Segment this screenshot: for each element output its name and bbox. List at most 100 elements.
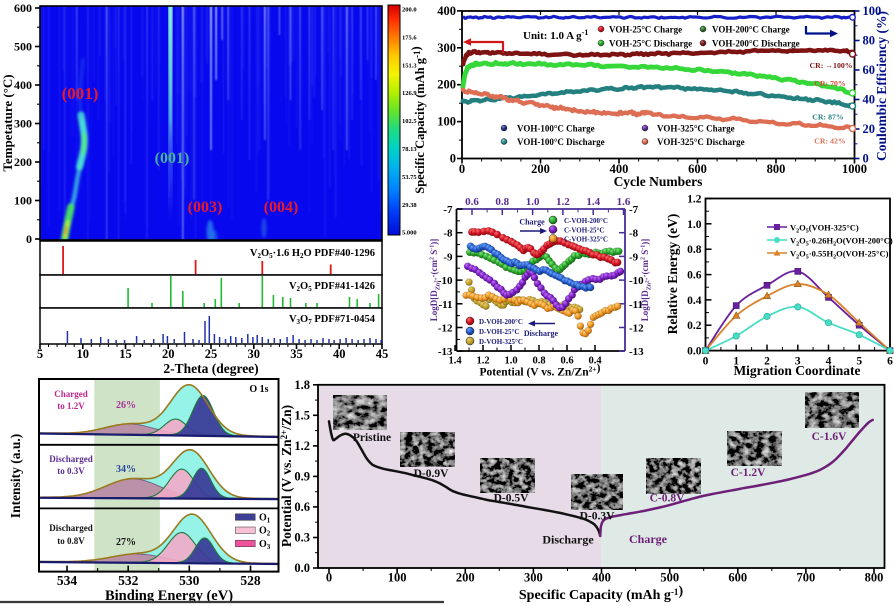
svg-text:(003): (003)	[188, 199, 223, 216]
svg-text:800: 800	[865, 571, 884, 585]
svg-text:VOH-325°C Discharge: VOH-325°C Discharge	[657, 137, 745, 147]
svg-text:0.6: 0.6	[687, 270, 702, 282]
svg-text:0.6: 0.6	[560, 356, 573, 367]
svg-text:1.8: 1.8	[294, 378, 310, 392]
svg-text:600: 600	[728, 571, 747, 585]
svg-text:-10: -10	[438, 275, 453, 287]
svg-text:0: 0	[326, 571, 332, 585]
svg-text:78.13: 78.13	[402, 146, 417, 153]
svg-text:VOH-25°C Charge: VOH-25°C Charge	[609, 25, 682, 35]
svg-text:40: 40	[863, 93, 876, 107]
svg-text:V2O5·0.26H2O(VOH-200°C): V2O5·0.26H2O(VOH-200°C)	[790, 236, 893, 248]
svg-text:0.2: 0.2	[687, 320, 702, 332]
svg-text:1.0: 1.0	[526, 196, 540, 208]
svg-text:D-0.9V: D-0.9V	[414, 468, 450, 480]
svg-text:Specific Capacity (mAh g-1): Specific Capacity (mAh g-1)	[409, 46, 427, 193]
svg-text:532: 532	[118, 573, 139, 588]
svg-text:VOH-25°C Discharge: VOH-25°C Discharge	[609, 39, 692, 49]
svg-text:-13: -13	[438, 346, 453, 358]
svg-text:Discharge: Discharge	[524, 329, 559, 338]
svg-text:40: 40	[333, 347, 346, 361]
svg-text:600: 600	[688, 162, 707, 176]
svg-text:0: 0	[703, 356, 709, 368]
svg-text:-8: -8	[629, 228, 639, 240]
svg-text:Charge: Charge	[629, 532, 668, 546]
svg-text:VOH-325°C Charge: VOH-325°C Charge	[657, 124, 735, 134]
svg-text:(001): (001)	[62, 84, 99, 103]
svg-text:0.4: 0.4	[687, 295, 702, 307]
svg-text:4: 4	[826, 356, 832, 368]
svg-text:Discharge: Discharge	[542, 533, 594, 547]
svg-text:(001): (001)	[155, 150, 190, 167]
svg-text:0.0: 0.0	[687, 346, 702, 358]
svg-text:30: 30	[248, 347, 261, 361]
svg-text:1.0: 1.0	[687, 219, 702, 231]
svg-text:0: 0	[459, 162, 465, 176]
svg-text:-12: -12	[438, 323, 453, 335]
svg-text:45: 45	[376, 347, 389, 361]
svg-text:0.8: 0.8	[532, 356, 545, 367]
svg-text:700: 700	[797, 571, 816, 585]
svg-text:300: 300	[14, 117, 32, 131]
svg-text:600: 600	[14, 1, 32, 15]
svg-text:D-VOH-200°C: D-VOH-200°C	[479, 318, 523, 326]
svg-text:V2O5·1.6 H2O PDF#40-1296: V2O5·1.6 H2O PDF#40-1296	[250, 248, 375, 260]
svg-text:20: 20	[863, 122, 876, 136]
svg-text:(004): (004)	[264, 199, 299, 216]
svg-text:0.8: 0.8	[495, 196, 509, 208]
svg-text:C-VOH-25°C: C-VOH-25°C	[564, 227, 604, 235]
svg-text:5: 5	[856, 356, 862, 368]
svg-text:60: 60	[863, 63, 876, 77]
svg-text:-7: -7	[629, 204, 639, 216]
svg-text:Coulombic Efficiency (%): Coulombic Efficiency (%)	[874, 11, 889, 161]
svg-text:1: 1	[733, 356, 739, 368]
svg-text:O2: O2	[259, 526, 271, 538]
svg-text:Specific Capacity (mAh g-1): Specific Capacity (mAh g-1)	[519, 584, 684, 603]
svg-text:1.2: 1.2	[476, 356, 489, 367]
svg-text:3: 3	[795, 356, 801, 368]
svg-text:26%: 26%	[116, 400, 136, 411]
svg-text:D-0.3V: D-0.3V	[580, 511, 616, 523]
svg-text:1.6: 1.6	[617, 196, 631, 208]
svg-text:0.3: 0.3	[294, 531, 310, 545]
svg-text:151.3: 151.3	[402, 62, 417, 69]
svg-text:to 0.8V: to 0.8V	[57, 536, 85, 546]
svg-text:29.38: 29.38	[402, 202, 417, 209]
svg-text:530: 530	[179, 573, 200, 588]
svg-text:0: 0	[450, 152, 456, 166]
svg-text:-9: -9	[443, 251, 453, 263]
svg-text:53.75: 53.75	[402, 174, 417, 181]
svg-text:6: 6	[887, 356, 893, 368]
svg-text:-13: -13	[629, 346, 644, 358]
svg-text:-11: -11	[629, 299, 643, 311]
svg-text:200: 200	[531, 162, 550, 176]
svg-text:-7: -7	[443, 204, 453, 216]
svg-text:V3O7 PDF#71-0454: V3O7 PDF#71-0454	[289, 314, 376, 326]
svg-text:Potential (V vs. Zn/Zn2+): Potential (V vs. Zn/Zn2+)	[480, 363, 601, 379]
svg-text:1.2: 1.2	[294, 439, 310, 453]
svg-text:Intensity (a.u.): Intensity (a.u.)	[8, 434, 23, 518]
svg-text:10: 10	[77, 347, 90, 361]
svg-text:0: 0	[26, 232, 32, 246]
svg-text:500: 500	[14, 40, 32, 54]
svg-text:0.6: 0.6	[465, 196, 479, 208]
svg-text:CR: 70%: CR: 70%	[814, 79, 846, 88]
svg-text:400: 400	[437, 4, 456, 18]
svg-text:to 1.2V: to 1.2V	[57, 401, 85, 411]
svg-text:V2O5 PDF#41-1426: V2O5 PDF#41-1426	[289, 281, 375, 293]
svg-text:C-1.2V: C-1.2V	[731, 467, 767, 479]
svg-text:Relative Energy (eV): Relative Energy (eV)	[665, 214, 680, 335]
svg-text:100: 100	[388, 571, 407, 585]
svg-text:5: 5	[37, 347, 43, 361]
svg-text:175.6: 175.6	[402, 34, 417, 41]
svg-text:1.2: 1.2	[556, 196, 570, 208]
svg-text:D-VOH-325°C: D-VOH-325°C	[479, 338, 523, 346]
svg-text:Binding Energy (eV): Binding Energy (eV)	[105, 588, 233, 604]
svg-text:35: 35	[290, 347, 303, 361]
svg-text:1.4: 1.4	[586, 196, 600, 208]
svg-text:CR: 42%: CR: 42%	[814, 137, 846, 146]
svg-text:C-1.6V: C-1.6V	[812, 431, 848, 443]
svg-text:300: 300	[437, 41, 456, 55]
svg-text:0: 0	[863, 152, 869, 166]
svg-text:Discharged: Discharged	[49, 454, 93, 464]
